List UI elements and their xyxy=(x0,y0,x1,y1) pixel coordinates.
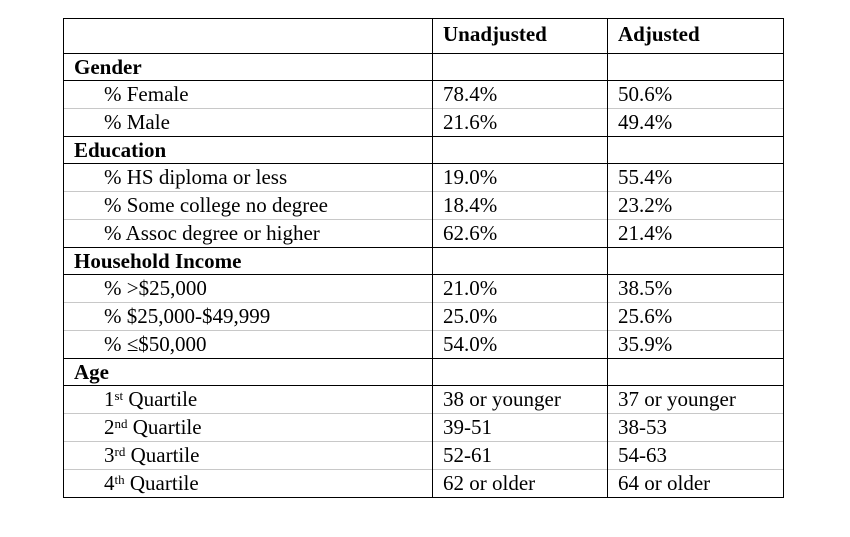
table-row: % $25,000-$49,999 25.0% 25.6% xyxy=(63,302,784,331)
section-row-gender: Gender xyxy=(63,53,784,81)
adjusted-value: 35.9% xyxy=(607,330,784,359)
row-label: % ≤$50,000 xyxy=(63,330,433,359)
table-row: % >$25,000 21.0% 38.5% xyxy=(63,274,784,303)
header-blank xyxy=(63,18,433,54)
section-title: Household Income xyxy=(63,247,433,275)
quartile-word: Quartile xyxy=(132,415,202,439)
section-title: Gender xyxy=(63,53,433,81)
row-label: % Female xyxy=(63,80,433,109)
quartile-word: Quartile xyxy=(128,387,198,411)
unadjusted-value: 19.0% xyxy=(432,163,608,192)
unadjusted-value: 38 or younger xyxy=(432,385,608,414)
adjusted-value: 54-63 xyxy=(607,441,784,470)
table-row: % Some college no degree 18.4% 23.2% xyxy=(63,191,784,220)
unadjusted-value: 62.6% xyxy=(432,219,608,248)
section-title: Education xyxy=(63,136,433,164)
quartile-word: Quartile xyxy=(130,443,200,467)
section-title: Age xyxy=(63,358,433,386)
table-row: % ≤$50,000 54.0% 35.9% xyxy=(63,330,784,359)
row-label: % Some college no degree xyxy=(63,191,433,220)
row-label: % Assoc degree or higher xyxy=(63,219,433,248)
ordinal-suffix: st xyxy=(114,388,124,403)
demographics-table: Unadjusted Adjusted Gender % Female 78.4… xyxy=(63,18,784,498)
quartile-number: 1 xyxy=(104,387,115,411)
quartile-word: Quartile xyxy=(129,471,199,495)
row-label: 1st Quartile xyxy=(63,385,433,414)
row-label: 4th Quartile xyxy=(63,469,433,498)
header-unadjusted: Unadjusted xyxy=(432,18,608,54)
ordinal-suffix: nd xyxy=(114,416,128,431)
section-row-age: Age xyxy=(63,358,784,386)
unadjusted-value: 62 or older xyxy=(432,469,608,498)
table-row: 2nd Quartile 39-51 38-53 xyxy=(63,413,784,442)
unadjusted-value: 25.0% xyxy=(432,302,608,331)
table-row: % HS diploma or less 19.0% 55.4% xyxy=(63,163,784,192)
adjusted-value: 49.4% xyxy=(607,108,784,137)
unadjusted-value: 39-51 xyxy=(432,413,608,442)
header-row: Unadjusted Adjusted xyxy=(63,18,784,54)
table-row: 4th Quartile 62 or older 64 or older xyxy=(63,469,784,498)
header-adjusted: Adjusted xyxy=(607,18,784,54)
section-row-household-income: Household Income xyxy=(63,247,784,275)
adjusted-value: 64 or older xyxy=(607,469,784,498)
adjusted-value: 37 or younger xyxy=(607,385,784,414)
quartile-number: 3 xyxy=(104,443,115,467)
adjusted-value: 38.5% xyxy=(607,274,784,303)
row-label: % $25,000-$49,999 xyxy=(63,302,433,331)
unadjusted-value: 18.4% xyxy=(432,191,608,220)
adjusted-value: 23.2% xyxy=(607,191,784,220)
unadjusted-value: 21.6% xyxy=(432,108,608,137)
ordinal-suffix: th xyxy=(114,472,125,487)
row-label: 3rd Quartile xyxy=(63,441,433,470)
quartile-number: 4 xyxy=(104,471,115,495)
adjusted-value: 50.6% xyxy=(607,80,784,109)
adjusted-value: 25.6% xyxy=(607,302,784,331)
unadjusted-value: 52-61 xyxy=(432,441,608,470)
row-label: 2nd Quartile xyxy=(63,413,433,442)
section-row-education: Education xyxy=(63,136,784,164)
unadjusted-value: 21.0% xyxy=(432,274,608,303)
table-row: % Female 78.4% 50.6% xyxy=(63,80,784,109)
quartile-number: 2 xyxy=(104,415,115,439)
row-label: % Male xyxy=(63,108,433,137)
table-row: 1st Quartile 38 or younger 37 or younger xyxy=(63,385,784,414)
unadjusted-value: 54.0% xyxy=(432,330,608,359)
table-row: % Male 21.6% 49.4% xyxy=(63,108,784,137)
adjusted-value: 38-53 xyxy=(607,413,784,442)
table-row: % Assoc degree or higher 62.6% 21.4% xyxy=(63,219,784,248)
unadjusted-value: 78.4% xyxy=(432,80,608,109)
row-label: % >$25,000 xyxy=(63,274,433,303)
adjusted-value: 21.4% xyxy=(607,219,784,248)
table-row: 3rd Quartile 52-61 54-63 xyxy=(63,441,784,470)
adjusted-value: 55.4% xyxy=(607,163,784,192)
ordinal-suffix: rd xyxy=(114,444,126,459)
row-label: % HS diploma or less xyxy=(63,163,433,192)
